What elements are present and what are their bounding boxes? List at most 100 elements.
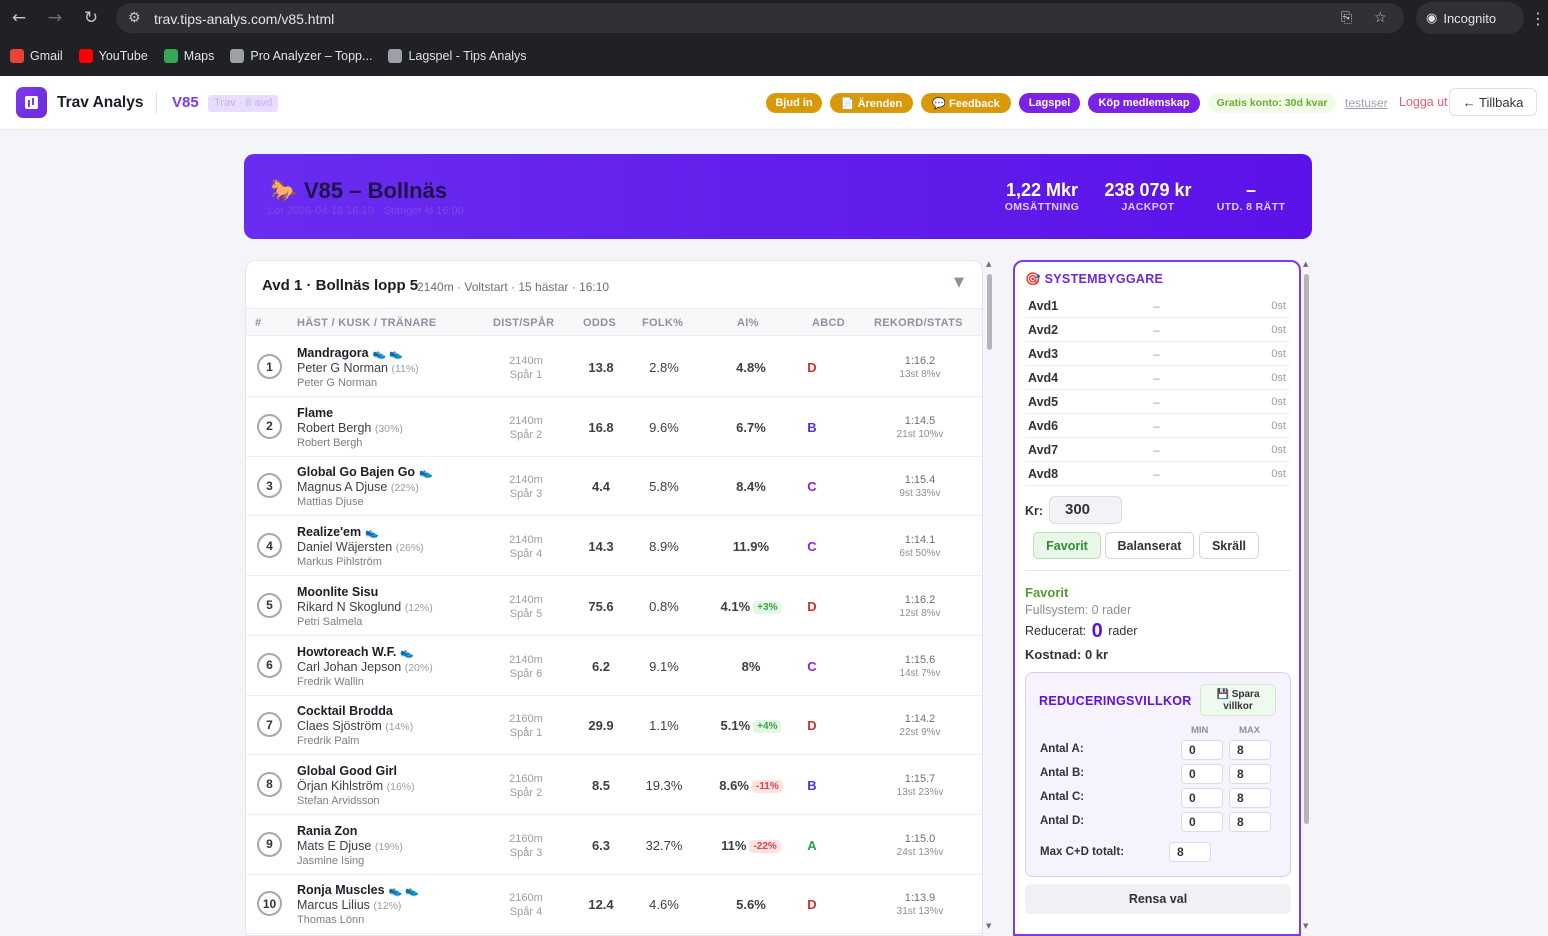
horse-name[interactable]: Global Go Bajen Go 👟 — [297, 465, 433, 479]
avd-row[interactable]: Avd6 – 0st — [1025, 414, 1290, 438]
buy-membership-button[interactable]: Köp medlemskap — [1088, 93, 1200, 113]
min-input[interactable]: 0 — [1181, 812, 1223, 832]
clear-selection-button[interactable]: Rensa val — [1025, 884, 1291, 914]
min-input[interactable]: 0 — [1181, 740, 1223, 760]
abcd-rank[interactable]: C — [807, 539, 817, 555]
start-number[interactable]: 10 — [257, 891, 282, 917]
horse-name[interactable]: Flame — [297, 406, 337, 420]
avd-row[interactable]: Avd4 – 0st — [1025, 366, 1290, 390]
abcd-rank[interactable]: D — [807, 897, 817, 913]
system-scrollbar[interactable]: ▲ ▼ — [1303, 260, 1311, 930]
horse-name[interactable]: Mandragora 👟 👟 — [297, 346, 403, 360]
max-input[interactable]: 8 — [1229, 740, 1271, 760]
kr-input[interactable]: 300 — [1049, 496, 1122, 524]
table-row[interactable]: 7 Cocktail Brodda Claes Sjöström (14%) Fred… — [246, 695, 982, 756]
col-folk[interactable]: FOLK% — [642, 317, 684, 329]
avd-row[interactable]: Avd1 – 0st — [1025, 294, 1290, 318]
avd-row[interactable]: Avd5 – 0st — [1025, 390, 1290, 414]
scroll-down-icon[interactable]: ▼ — [986, 922, 992, 930]
horse-name[interactable]: Rania Zon — [297, 824, 361, 838]
table-row[interactable]: 2 Flame Robert Bergh (30%) Robert Bergh 2140… — [246, 397, 982, 457]
horse-name[interactable]: Howtoreach W.F. 👟 — [297, 645, 414, 659]
bookmark-item[interactable]: Lagspel - Tips Analys — [388, 49, 527, 63]
col-odds[interactable]: ODDS — [583, 317, 616, 329]
mode-favorit-button[interactable]: Favorit — [1033, 532, 1101, 559]
avd-row[interactable]: Avd3 – 0st — [1025, 342, 1290, 366]
horse-name[interactable]: Moonlite Sisu — [297, 585, 382, 599]
reload-icon[interactable]: ↻ — [83, 8, 99, 28]
feedback-button[interactable]: 💬 Feedback — [921, 93, 1011, 113]
horse-name[interactable]: Ronja Muscles 👟 👟 — [297, 883, 419, 897]
abcd-rank[interactable]: D — [807, 598, 817, 614]
system-scroll-thumb[interactable] — [1304, 274, 1309, 824]
col-horse[interactable]: HÄST / KUSK / TRÄNARE — [297, 317, 437, 329]
race-scroll-thumb[interactable] — [987, 274, 992, 350]
mode-skrall-button[interactable]: Skräll — [1199, 532, 1259, 559]
horse-name[interactable]: Realize'em 👟 — [297, 525, 379, 539]
min-input[interactable]: 0 — [1181, 788, 1223, 808]
table-row[interactable]: 6 Howtoreach W.F. 👟 Carl Johan Jepson (20%)… — [246, 636, 982, 696]
address-bar[interactable]: ⚙ trav.tips-analys.com/v85.html ⎘ ☆ — [116, 3, 1404, 33]
start-number[interactable]: 3 — [257, 473, 282, 499]
abcd-rank[interactable]: A — [807, 837, 817, 853]
max-input[interactable]: 8 — [1229, 764, 1271, 784]
col-dist[interactable]: DIST/SPÅR — [493, 317, 555, 329]
app-logo-icon[interactable] — [16, 87, 47, 118]
bookmark-item[interactable]: Pro Analyzer – Topp... — [230, 49, 372, 63]
table-row[interactable]: 5 Moonlite Sisu Rikard N Skoglund (12%) Pet… — [246, 576, 982, 636]
horse-name[interactable]: Cocktail Brodda — [297, 704, 397, 718]
table-row[interactable]: 4 Realize'em 👟 Daniel Wäjersten (26%) Markus… — [246, 516, 982, 577]
back-arrow-icon[interactable]: ← — [11, 8, 27, 28]
abcd-rank[interactable]: D — [807, 718, 817, 734]
invite-button[interactable]: Bjud in — [766, 93, 822, 113]
avd-row[interactable]: Avd8 – 0st — [1025, 462, 1290, 486]
logout-link[interactable]: Logga ut — [1399, 95, 1448, 109]
abcd-rank[interactable]: B — [807, 777, 817, 793]
bookmark-item[interactable]: YouTube — [78, 49, 148, 63]
site-info-icon[interactable]: ⚙ — [128, 10, 141, 26]
max-input[interactable]: 8 — [1229, 788, 1271, 808]
start-number[interactable]: 2 — [257, 413, 282, 439]
start-number[interactable]: 6 — [257, 652, 282, 678]
table-row[interactable]: 1 Mandragora 👟 👟 Peter G Norman (11%) Peter … — [246, 337, 982, 397]
scroll-up-icon[interactable]: ▲ — [1303, 260, 1309, 268]
table-row[interactable]: 9 Rania Zon Mats E Djuse (19%) Jasmine Isin… — [246, 815, 982, 875]
start-number[interactable]: 7 — [257, 712, 282, 738]
start-number[interactable]: 4 — [257, 533, 282, 559]
collapse-icon[interactable]: ▼ — [954, 275, 964, 290]
abcd-rank[interactable]: B — [807, 419, 817, 435]
translate-icon[interactable]: ⎘ — [1341, 10, 1353, 26]
race-scrollbar[interactable]: ▲ ▼ — [986, 260, 994, 930]
browser-menu-icon[interactable]: ⋮ — [1530, 9, 1546, 28]
team-play-button[interactable]: Lagspel — [1019, 93, 1080, 113]
start-number[interactable]: 8 — [257, 771, 282, 797]
app-title[interactable]: Trav Analys — [57, 94, 144, 111]
bookmark-star-icon[interactable]: ☆ — [1374, 10, 1387, 26]
min-input[interactable]: 0 — [1181, 764, 1223, 784]
back-button[interactable]: ← Tillbaka — [1449, 88, 1537, 116]
table-row[interactable]: 3 Global Go Bajen Go 👟 Magnus A Djuse (22%)… — [246, 456, 982, 517]
start-number[interactable]: 9 — [257, 831, 282, 857]
abcd-rank[interactable]: D — [807, 360, 817, 375]
horse-name[interactable]: Global Good Girl — [297, 764, 401, 778]
start-number[interactable]: 5 — [257, 592, 282, 618]
avd-row[interactable]: Avd2 – 0st — [1025, 318, 1290, 342]
max-input[interactable]: 8 — [1229, 812, 1271, 832]
bookmark-item[interactable]: Maps — [163, 49, 214, 63]
max-cd-input[interactable]: 8 — [1169, 842, 1211, 862]
cases-button[interactable]: 📄 Ärenden — [830, 93, 913, 113]
table-row[interactable]: 8 Global Good Girl Örjan Kihlström (16%) St… — [246, 755, 982, 815]
col-abcd[interactable]: ABCD — [812, 317, 845, 329]
race-header[interactable]: Avd 1 · Bollnäs lopp 5 2140m · Voltstart… — [246, 261, 982, 309]
avd-row[interactable]: Avd7 – 0st — [1025, 438, 1290, 462]
bookmark-item[interactable]: Gmail — [10, 49, 63, 63]
username-link[interactable]: testuser — [1345, 96, 1388, 110]
url-text[interactable]: trav.tips-analys.com/v85.html — [154, 11, 335, 27]
start-number[interactable]: 1 — [257, 354, 282, 379]
abcd-rank[interactable]: C — [807, 658, 817, 674]
col-ai[interactable]: AI% — [737, 317, 759, 329]
col-record[interactable]: REKORD/STATS — [874, 317, 963, 329]
mode-balanserat-button[interactable]: Balanserat — [1105, 532, 1194, 559]
incognito-badge[interactable]: ◉ Incognito — [1416, 2, 1524, 34]
save-conditions-button[interactable]: 💾 Spara villkor — [1200, 684, 1276, 716]
